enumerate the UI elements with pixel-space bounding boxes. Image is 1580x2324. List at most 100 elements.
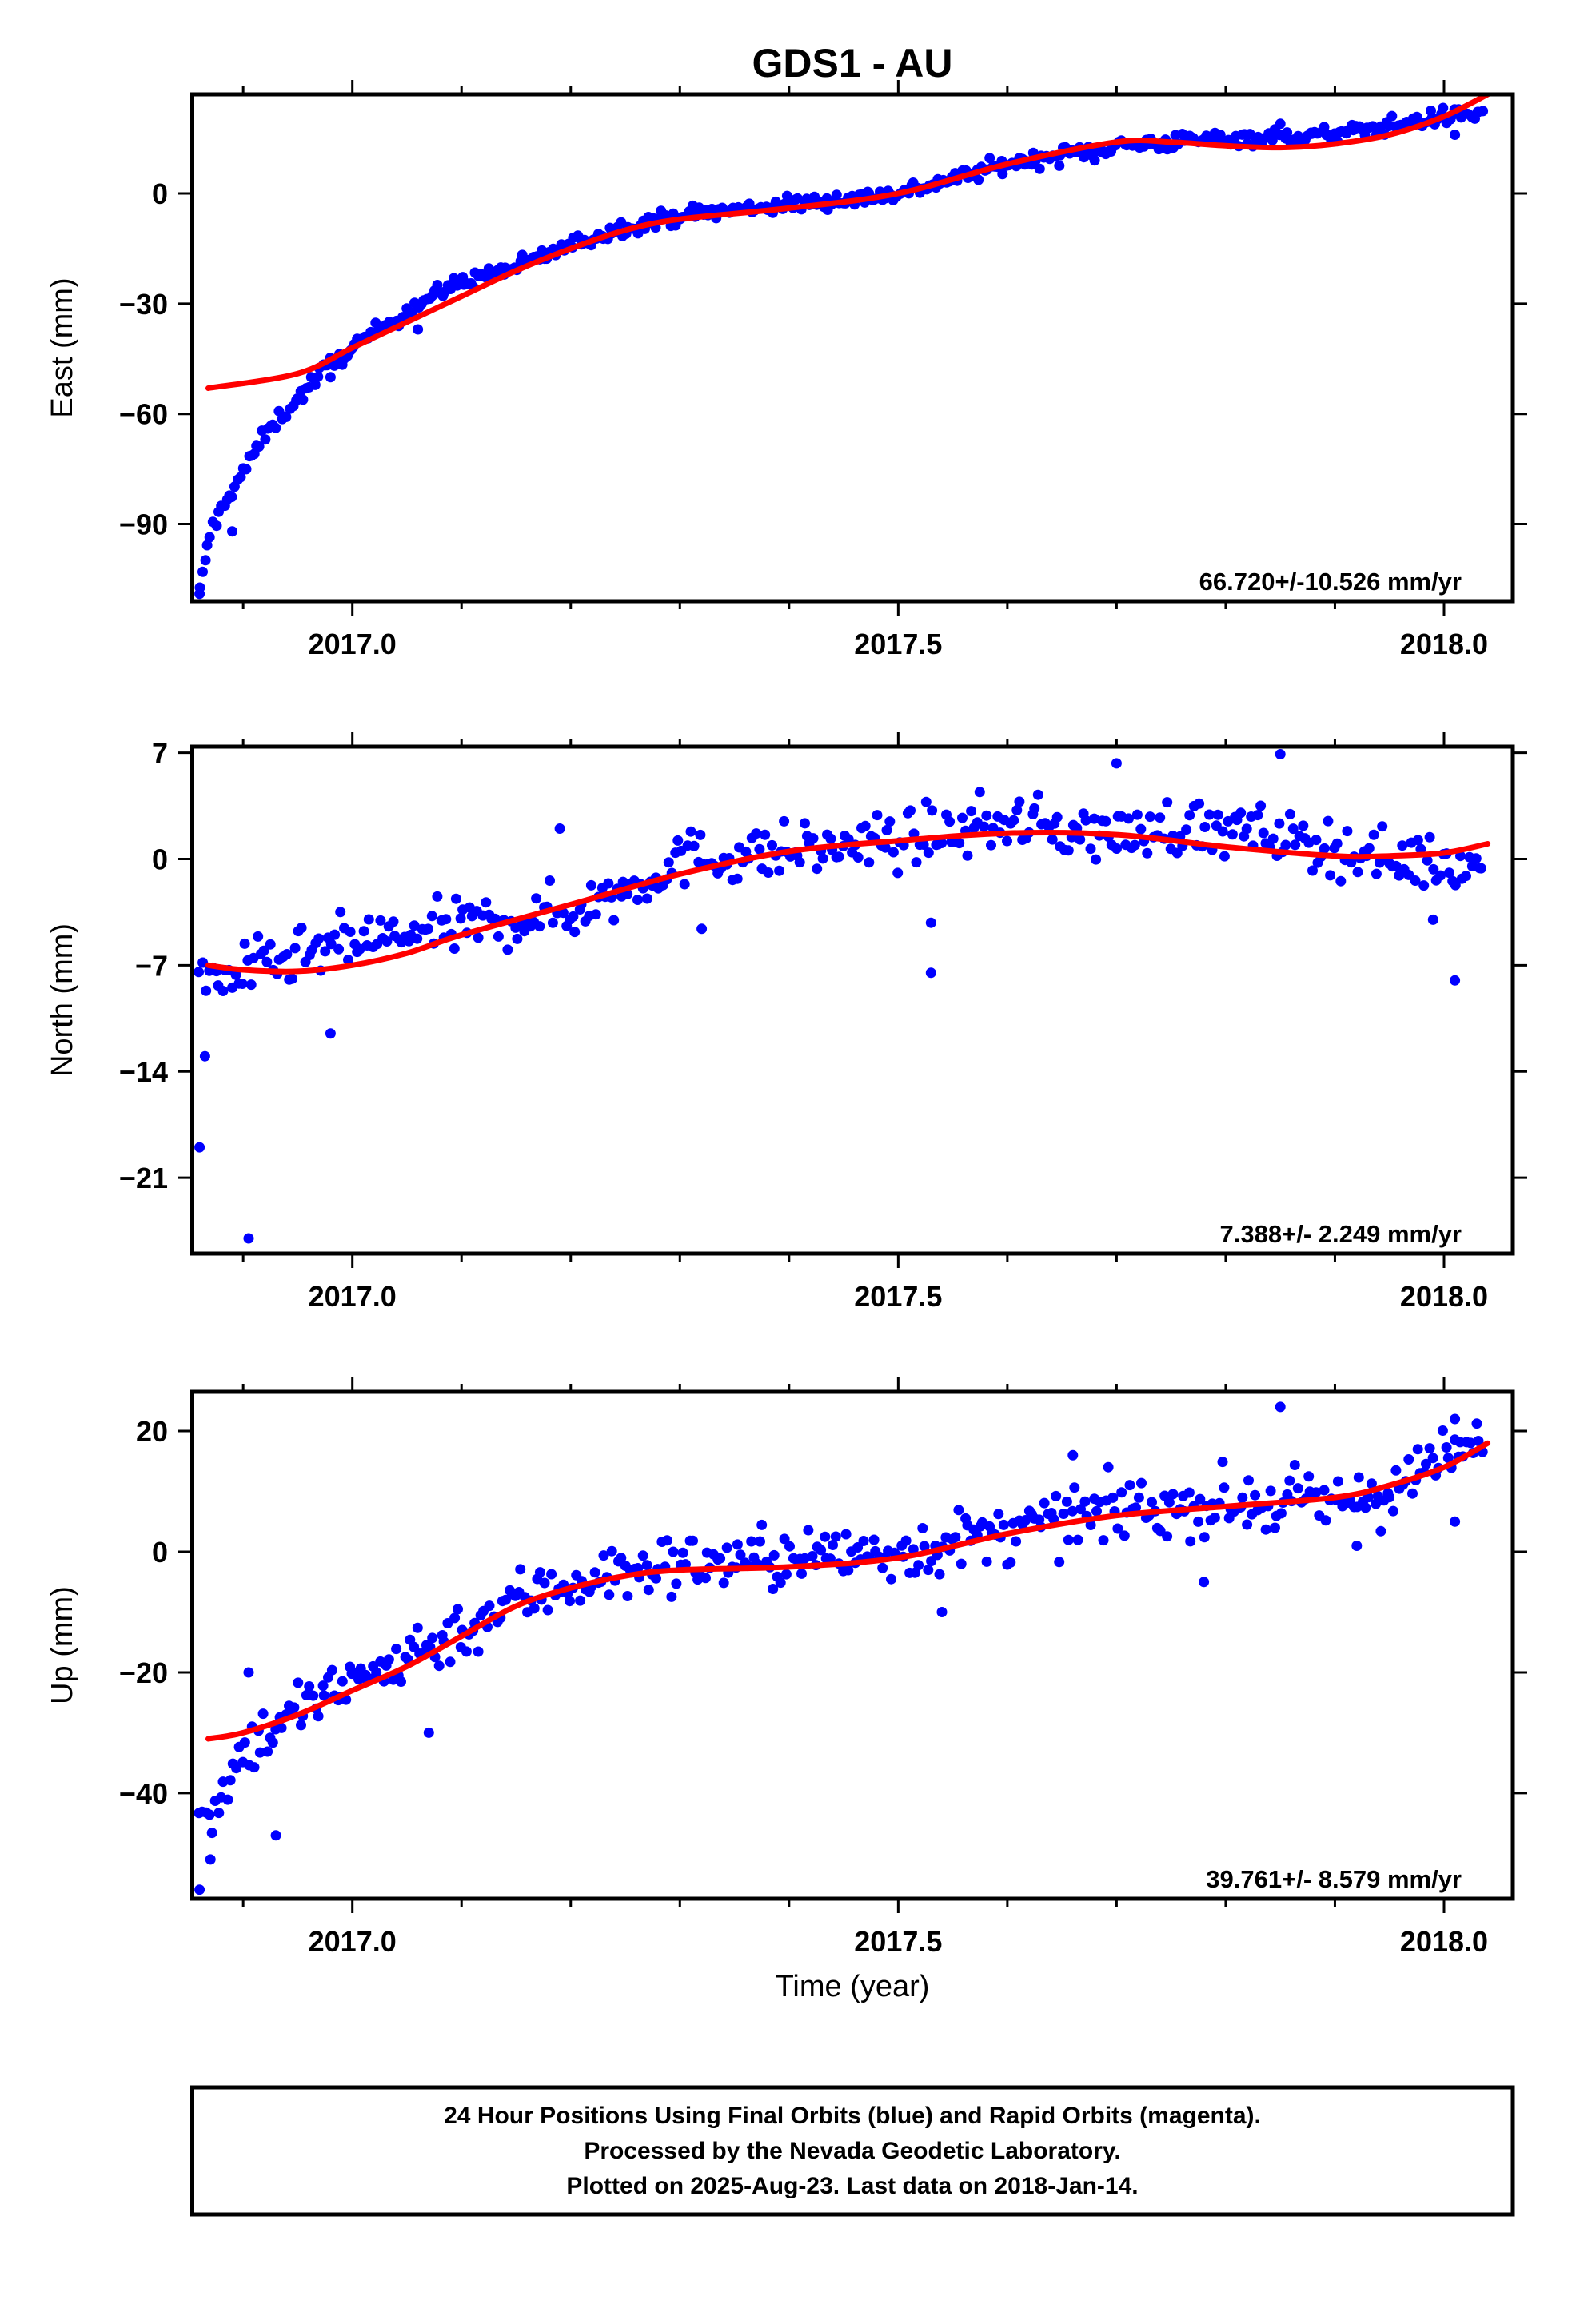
up-data-point (243, 1667, 254, 1678)
north-y-tick-label: 7 (152, 737, 168, 770)
up-data-point (1243, 1475, 1254, 1486)
up-data-point (1360, 1502, 1371, 1513)
up-data-point (950, 1532, 961, 1543)
up-data-point (326, 1664, 337, 1676)
north-data-point (925, 917, 936, 928)
up-data-point (1063, 1534, 1074, 1545)
north-data-point (760, 829, 771, 840)
east-data-point (1034, 163, 1045, 174)
north-data-point (732, 873, 743, 884)
up-data-point (1209, 1512, 1220, 1523)
up-data-point (1375, 1525, 1386, 1537)
north-data-point (1415, 843, 1426, 855)
up-data-point (1107, 1492, 1119, 1503)
up-data-point (529, 1603, 540, 1614)
north-data-point (1091, 854, 1102, 865)
up-data-point (1319, 1485, 1330, 1496)
north-data-point (905, 805, 916, 816)
up-data-point (1390, 1465, 1402, 1476)
north-data-point (1363, 843, 1375, 854)
north-data-point (812, 863, 823, 875)
up-data-point (1387, 1505, 1398, 1517)
north-data-point (375, 915, 386, 926)
up-data-point (1351, 1541, 1363, 1551)
east-data-point (309, 379, 321, 390)
up-data-point (213, 1808, 225, 1819)
up-data-point (534, 1567, 545, 1578)
north-data-point (860, 820, 871, 831)
north-data-point (966, 806, 977, 817)
up-data-point (1332, 1476, 1343, 1487)
north-data-point (194, 1142, 205, 1153)
up-data-point (768, 1549, 780, 1561)
up-data-point (1242, 1519, 1253, 1530)
up-data-point (449, 1612, 461, 1624)
up-data-point (803, 1525, 814, 1536)
up-data-point (1116, 1487, 1127, 1498)
north-data-point (1217, 826, 1228, 837)
up-data-point (1320, 1515, 1331, 1526)
up-rate-label: 39.761+/- 8.579 mm/yr (1206, 1865, 1462, 1893)
east-data-point (313, 371, 324, 382)
up-data-point (1384, 1492, 1395, 1503)
north-data-point (1080, 815, 1091, 826)
up-data-point (1412, 1444, 1423, 1455)
up-data-point (807, 1551, 818, 1561)
north-data-point (1227, 829, 1238, 840)
north-data-point (608, 915, 620, 926)
up-data-point (453, 1604, 463, 1615)
north-data-point (908, 828, 920, 839)
north-data-point (1029, 803, 1040, 814)
east-panel: 2017.0 2017.5 2018.0 −90 −60 −30 0 East (mm) 66.… (46, 80, 1527, 660)
north-data-point (632, 895, 643, 905)
up-data-point (756, 1519, 768, 1530)
up-data-point (715, 1553, 726, 1564)
north-data-point (502, 944, 513, 955)
north-data-point (1298, 820, 1309, 831)
east-y-tick-label: −90 (119, 508, 168, 541)
north-data-point (936, 838, 948, 848)
up-data-point (222, 1794, 233, 1805)
north-data-point (979, 821, 990, 832)
north-data-point (409, 920, 420, 931)
footer-line-2: Processed by the Nevada Geodetic Laborat… (584, 2138, 1120, 2164)
east-data-point (1215, 130, 1226, 141)
north-y-tick-label: −7 (135, 949, 168, 982)
north-data-point (925, 967, 936, 979)
east-data-point (1282, 127, 1293, 138)
up-data-point (427, 1632, 438, 1644)
up-data-point (1103, 1461, 1114, 1473)
up-data-point (721, 1542, 732, 1553)
up-data-point (606, 1545, 617, 1557)
up-data-point (923, 1565, 934, 1576)
north-data-point (1461, 871, 1471, 882)
north-data-point (1274, 818, 1285, 829)
north-data-point (343, 955, 353, 966)
up-data-point (1217, 1457, 1228, 1468)
north-data-point (1307, 865, 1318, 876)
north-y-tick-label: −21 (119, 1162, 168, 1194)
up-data-point (542, 1604, 553, 1616)
north-data-point (1008, 815, 1019, 826)
north-data-point (568, 911, 579, 922)
north-data-point (1427, 914, 1438, 925)
north-data-point (794, 857, 805, 868)
up-data-point (575, 1595, 586, 1606)
up-data-point (1112, 1523, 1123, 1534)
up-data-point (1061, 1496, 1072, 1507)
up-data-point (1366, 1478, 1377, 1489)
north-data-point (751, 828, 762, 839)
up-data-point (1465, 1437, 1476, 1449)
north-data-point (1280, 839, 1291, 851)
up-data-point (840, 1529, 852, 1540)
east-points (194, 102, 1489, 600)
up-data-point (433, 1660, 445, 1672)
north-data-point (325, 1028, 336, 1039)
north-data-point (1428, 863, 1439, 875)
chart-title: GDS1 - AU (752, 41, 953, 86)
north-data-point (957, 812, 968, 823)
up-data-point (239, 1737, 250, 1748)
east-y-tick-label: −30 (119, 288, 168, 321)
up-data-point (1124, 1480, 1135, 1491)
